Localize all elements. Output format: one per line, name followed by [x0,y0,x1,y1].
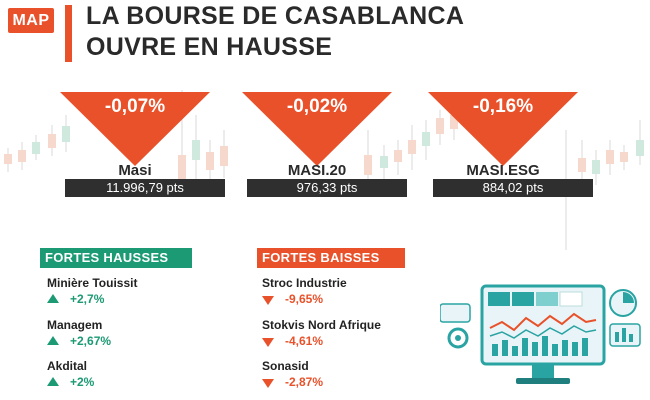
index-card-masi-esg: -0,16% MASI.ESG 884,02 pts [413,92,593,200]
up-arrow-icon [47,377,59,386]
gainer-change: +2,7% [70,292,105,306]
index-points: 884,02 pts [433,179,593,197]
up-arrow-icon [47,294,59,303]
gainers-heading: FORTES HAUSSES [40,248,192,268]
losers-heading: FORTES BAISSES [257,248,405,268]
title-accent-bar [65,5,72,62]
page-title: LA BOURSE DE CASABLANCA OUVRE EN HAUSSE [86,1,464,63]
down-triangle-icon [428,92,578,166]
gainer-name: Akdital [47,359,88,373]
down-triangle-icon [60,92,210,166]
gainer-name: Minière Touissit [47,276,138,290]
index-points: 976,33 pts [247,179,407,197]
up-arrow-icon [47,336,59,345]
gainer-change: +2,67% [70,334,112,348]
index-change: -0,16% [472,96,534,117]
down-arrow-icon [262,379,274,388]
gainer-name: Managem [47,318,103,332]
index-card-masi: -0,07% Masi 11.996,79 pts [45,92,225,200]
loser-change: -2,87% [285,375,324,389]
title-line-1: LA BOURSE DE CASABLANCA [86,2,465,30]
monitor-dashboard-illustration [440,284,641,384]
loser-change: -9,65% [285,292,324,306]
index-name: MASI.20 [287,162,347,179]
down-arrow-icon [262,338,274,347]
index-name: Masi [118,162,152,179]
loser-name: Stokvis Nord Afrique [262,318,381,332]
map-logo: MAP [8,8,54,33]
index-change: -0,02% [286,96,348,117]
index-change: -0,07% [104,96,166,117]
loser-name: Sonasid [262,359,309,373]
index-card-masi20: -0,02% MASI.20 976,33 pts [227,92,407,200]
index-name: MASI.ESG [466,162,540,179]
down-arrow-icon [262,296,274,305]
title-line-2: OUVRE EN HAUSSE [86,33,333,61]
loser-change: -4,61% [285,334,324,348]
gainer-change: +2% [70,375,95,389]
down-triangle-icon [242,92,392,166]
loser-name: Stroc Industrie [262,276,347,290]
index-points: 11.996,79 pts [65,179,225,197]
